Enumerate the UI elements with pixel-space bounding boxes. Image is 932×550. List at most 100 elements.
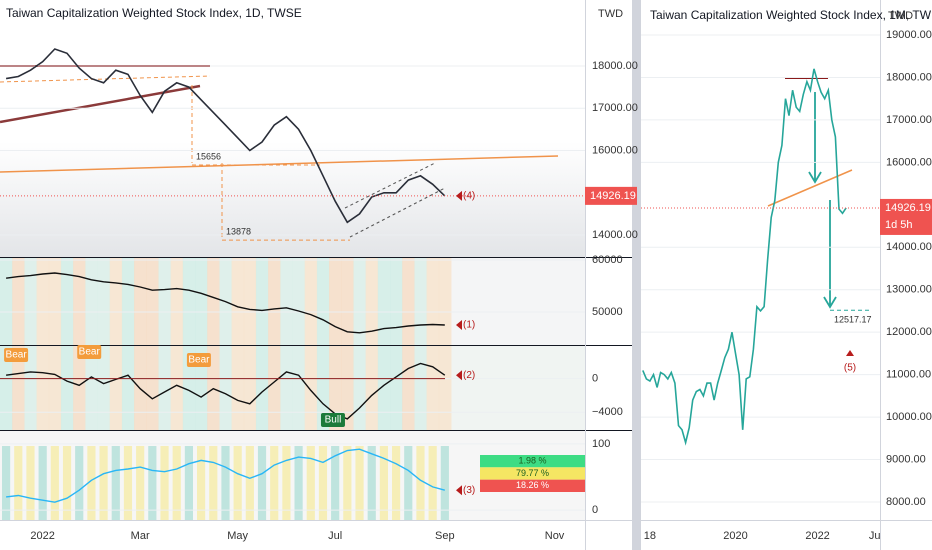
y-tick-label: −4000 [592,406,623,418]
y-tick-label: 0 [592,504,598,516]
bg-stripe [353,258,367,430]
bg-stripe [392,446,401,520]
bg-stripe [367,446,376,520]
trend-line [0,84,201,124]
price-label-bg [880,198,932,235]
marker-arrow [456,485,462,496]
x-tick-label: 18 [644,530,656,542]
divider [632,0,641,550]
y-tick-label: 13000.00 [886,284,932,296]
bg-stripe [257,446,267,520]
bg-stripe [268,258,281,430]
y-tick-label: 60000 [592,254,623,266]
price-pane-bg [0,0,585,257]
marker-label: (1) [463,320,475,331]
signal-bg [4,348,29,362]
bg-stripe [304,258,318,430]
signal-label: Bear [79,347,101,358]
bg-stripe [306,446,315,520]
bg-stripe [438,258,452,430]
table-value: 18.26 % [516,480,549,490]
y-tick-label: 16000.00 [886,156,932,168]
price-label-bg [585,186,637,205]
bg-stripe [97,258,111,430]
series-line [5,48,446,224]
x-tick-label: 2020 [723,530,747,542]
bg-stripe [243,258,257,430]
bg-stripe [440,446,449,520]
chart: 14000.00 16000.00 17000.00 18000.00 2022 Mar M… [0,29,932,542]
marker-label: (3) [463,485,475,496]
bg-stripe [355,446,364,520]
bg-stripe [134,258,147,430]
x-tick-label: Nov [545,530,565,542]
bg-stripe [146,258,159,430]
x-tick-label: 2022 [30,530,54,542]
bg-stripe [318,446,328,520]
bg-stripe [48,258,62,430]
x-tick-label: Jul [328,530,342,542]
level-label: 12517.17 [834,315,872,325]
marker-arrow [846,350,854,356]
signal-label: Bear [188,355,210,366]
y-tick-label: 14000.00 [886,241,932,253]
bg-stripe [99,446,108,520]
y-tick-label: 19000.00 [886,29,932,41]
bg-stripe [172,446,181,520]
bg-stripe [123,446,133,520]
signal-label: Bull [325,415,342,426]
chart-title: Taiwan Capitalization Weighted Stock Ind… [6,6,302,20]
bg-stripe [255,258,269,430]
chart-title: Taiwan Capitalization Weighted Stock Ind… [650,8,932,22]
bg-stripe [331,446,340,520]
y-tick-label: 14000.00 [592,229,638,241]
marker-arrow [456,190,462,201]
y-tick-label: 0 [592,373,598,385]
bg-stripe [158,258,172,430]
bg-stripe [231,258,245,430]
series-line [6,272,445,334]
bg-stripe [85,258,98,430]
countdown: 1d 5h [885,219,913,231]
series-line [642,68,847,446]
bg-stripe [182,258,196,430]
bg-stripe [109,258,123,430]
y-tick-label: 18000.00 [592,60,638,72]
signal-bg [320,413,345,427]
bg-stripe [24,258,38,430]
channel-line [344,162,436,209]
bg-stripe [341,258,354,430]
bg-stripe [73,258,86,430]
y-tick-label: 18000.00 [886,71,932,83]
bg-stripe [426,258,440,430]
x-tick-label: 2022 [805,530,829,542]
price-label: 14926.19 [590,190,636,202]
bg-stripe [2,446,11,520]
x-tick-label: Mar [131,530,150,542]
right-panel [641,0,932,550]
bg-stripe [343,446,352,520]
table-cell [480,467,585,480]
y-axis-label: TWD [888,10,913,22]
bg-stripe [282,446,291,520]
bg-stripe [12,258,25,430]
bg-stripe [160,446,169,520]
bg-stripe [207,258,220,430]
bg-stripe [292,258,306,430]
bg-stripe [404,446,413,520]
bg-stripe [294,446,303,520]
bg-stripe [270,446,279,520]
bg-stripe [233,446,242,520]
x-tick-label: Sep [435,530,455,542]
signal-label: Bear [6,350,28,361]
table-cell [480,479,585,492]
y-tick-label: 100 [592,438,610,450]
table-value: 1.98 % [518,456,546,466]
table-value: 79.77 % [516,468,549,478]
bg-stripe [197,446,206,520]
y-axis-label: TWD [598,8,623,20]
bg-stripe [148,446,157,520]
bg-stripe [136,446,145,520]
title-bg [645,4,880,28]
